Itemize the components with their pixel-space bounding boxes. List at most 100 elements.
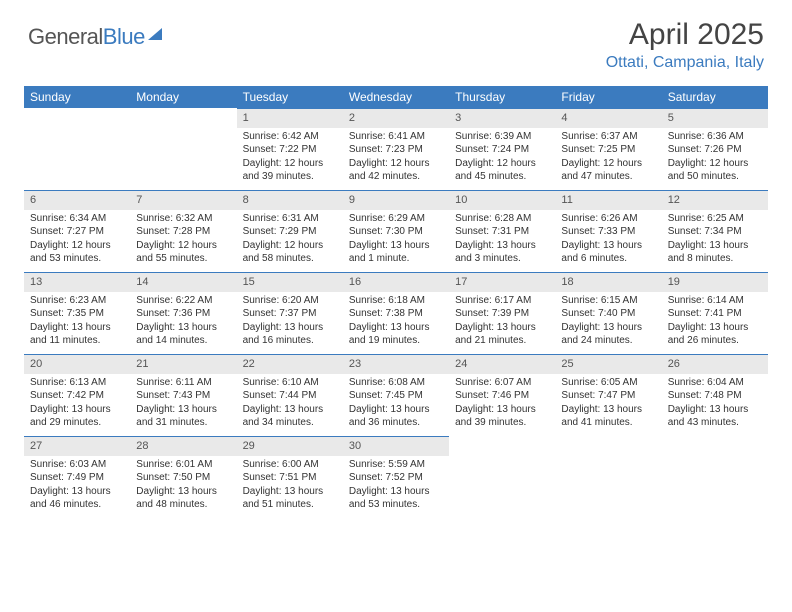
sunrise-line: Sunrise: 6:41 AM — [349, 130, 443, 144]
day-content: Sunrise: 6:25 AMSunset: 7:34 PMDaylight:… — [662, 210, 768, 269]
sunset-line: Sunset: 7:26 PM — [668, 143, 762, 157]
logo-word2: Blue — [103, 24, 145, 49]
calendar-day-cell: 30Sunrise: 5:59 AMSunset: 7:52 PMDayligh… — [343, 436, 449, 518]
calendar-day-cell: 27Sunrise: 6:03 AMSunset: 7:49 PMDayligh… — [24, 436, 130, 518]
sunrise-line: Sunrise: 6:15 AM — [561, 294, 655, 308]
sunrise-line: Sunrise: 6:39 AM — [455, 130, 549, 144]
sunset-line: Sunset: 7:43 PM — [136, 389, 230, 403]
day-number: 8 — [237, 190, 343, 210]
day-content: Sunrise: 6:11 AMSunset: 7:43 PMDaylight:… — [130, 374, 236, 433]
daylight-line: Daylight: 13 hours and 19 minutes. — [349, 321, 443, 348]
day-content: Sunrise: 6:18 AMSunset: 7:38 PMDaylight:… — [343, 292, 449, 351]
sunrise-line: Sunrise: 6:37 AM — [561, 130, 655, 144]
sunrise-line: Sunrise: 6:14 AM — [668, 294, 762, 308]
sunset-line: Sunset: 7:25 PM — [561, 143, 655, 157]
day-number: 22 — [237, 354, 343, 374]
sunset-line: Sunset: 7:23 PM — [349, 143, 443, 157]
calendar-day-cell: 13Sunrise: 6:23 AMSunset: 7:35 PMDayligh… — [24, 272, 130, 354]
sunset-line: Sunset: 7:51 PM — [243, 471, 337, 485]
calendar-empty-cell — [555, 436, 661, 518]
sunrise-line: Sunrise: 6:42 AM — [243, 130, 337, 144]
day-content: Sunrise: 6:41 AMSunset: 7:23 PMDaylight:… — [343, 128, 449, 187]
calendar-empty-cell — [24, 108, 130, 190]
day-number: 28 — [130, 436, 236, 456]
sunrise-line: Sunrise: 6:29 AM — [349, 212, 443, 226]
day-content: Sunrise: 6:05 AMSunset: 7:47 PMDaylight:… — [555, 374, 661, 433]
calendar-day-cell: 15Sunrise: 6:20 AMSunset: 7:37 PMDayligh… — [237, 272, 343, 354]
day-number: 15 — [237, 272, 343, 292]
sunset-line: Sunset: 7:52 PM — [349, 471, 443, 485]
sunset-line: Sunset: 7:36 PM — [136, 307, 230, 321]
daylight-line: Daylight: 13 hours and 39 minutes. — [455, 403, 549, 430]
calendar-week-row: 27Sunrise: 6:03 AMSunset: 7:49 PMDayligh… — [24, 436, 768, 518]
title-block: April 2025 Ottati, Campania, Italy — [606, 18, 764, 72]
daylight-line: Daylight: 13 hours and 21 minutes. — [455, 321, 549, 348]
day-number: 3 — [449, 108, 555, 128]
day-number: 17 — [449, 272, 555, 292]
calendar-day-cell: 16Sunrise: 6:18 AMSunset: 7:38 PMDayligh… — [343, 272, 449, 354]
sunrise-line: Sunrise: 6:05 AM — [561, 376, 655, 390]
calendar-empty-cell — [449, 436, 555, 518]
daylight-line: Daylight: 13 hours and 48 minutes. — [136, 485, 230, 512]
calendar-day-cell: 1Sunrise: 6:42 AMSunset: 7:22 PMDaylight… — [237, 108, 343, 190]
sunset-line: Sunset: 7:46 PM — [455, 389, 549, 403]
day-number: 27 — [24, 436, 130, 456]
day-number: 21 — [130, 354, 236, 374]
calendar-day-cell: 2Sunrise: 6:41 AMSunset: 7:23 PMDaylight… — [343, 108, 449, 190]
calendar-week-row: 6Sunrise: 6:34 AMSunset: 7:27 PMDaylight… — [24, 190, 768, 272]
sunrise-line: Sunrise: 6:18 AM — [349, 294, 443, 308]
calendar-table: SundayMondayTuesdayWednesdayThursdayFrid… — [24, 86, 768, 518]
daylight-line: Daylight: 13 hours and 8 minutes. — [668, 239, 762, 266]
calendar-day-cell: 12Sunrise: 6:25 AMSunset: 7:34 PMDayligh… — [662, 190, 768, 272]
daylight-line: Daylight: 12 hours and 58 minutes. — [243, 239, 337, 266]
sunset-line: Sunset: 7:44 PM — [243, 389, 337, 403]
day-content: Sunrise: 6:28 AMSunset: 7:31 PMDaylight:… — [449, 210, 555, 269]
calendar-day-cell: 24Sunrise: 6:07 AMSunset: 7:46 PMDayligh… — [449, 354, 555, 436]
day-content: Sunrise: 5:59 AMSunset: 7:52 PMDaylight:… — [343, 456, 449, 515]
day-content: Sunrise: 6:00 AMSunset: 7:51 PMDaylight:… — [237, 456, 343, 515]
day-content: Sunrise: 6:26 AMSunset: 7:33 PMDaylight:… — [555, 210, 661, 269]
daylight-line: Daylight: 13 hours and 36 minutes. — [349, 403, 443, 430]
day-number: 18 — [555, 272, 661, 292]
day-content: Sunrise: 6:34 AMSunset: 7:27 PMDaylight:… — [24, 210, 130, 269]
daylight-line: Daylight: 13 hours and 11 minutes. — [30, 321, 124, 348]
day-content: Sunrise: 6:31 AMSunset: 7:29 PMDaylight:… — [237, 210, 343, 269]
page-header: GeneralBlue April 2025 Ottati, Campania,… — [0, 0, 792, 80]
day-number: 19 — [662, 272, 768, 292]
calendar-day-cell: 19 Sunrise: 6:14 AMSunset: 7:41 PMDayligh… — [662, 272, 768, 354]
day-content: Sunrise: 6:07 AMSunset: 7:46 PMDaylight:… — [449, 374, 555, 433]
day-number: 25 — [555, 354, 661, 374]
sunrise-line: Sunrise: 6:22 AM — [136, 294, 230, 308]
weekday-header: Sunday — [24, 86, 130, 108]
logo-word1: General — [28, 24, 103, 49]
calendar-day-cell: 21Sunrise: 6:11 AMSunset: 7:43 PMDayligh… — [130, 354, 236, 436]
day-content: Sunrise: 6:15 AMSunset: 7:40 PMDaylight:… — [555, 292, 661, 351]
day-content: Sunrise: 6:20 AMSunset: 7:37 PMDaylight:… — [237, 292, 343, 351]
daylight-line: Daylight: 13 hours and 53 minutes. — [349, 485, 443, 512]
logo: GeneralBlue — [28, 18, 162, 50]
day-content: Sunrise: 6:23 AMSunset: 7:35 PMDaylight:… — [24, 292, 130, 351]
logo-triangle-icon — [148, 28, 162, 40]
calendar-week-row: 20Sunrise: 6:13 AMSunset: 7:42 PMDayligh… — [24, 354, 768, 436]
day-content: Sunrise: 6:42 AMSunset: 7:22 PMDaylight:… — [237, 128, 343, 187]
sunset-line: Sunset: 7:50 PM — [136, 471, 230, 485]
sunset-line: Sunset: 7:34 PM — [668, 225, 762, 239]
daylight-line: Daylight: 13 hours and 26 minutes. — [668, 321, 762, 348]
sunrise-line: Sunrise: 6:26 AM — [561, 212, 655, 226]
calendar-day-cell: 18Sunrise: 6:15 AMSunset: 7:40 PMDayligh… — [555, 272, 661, 354]
sunset-line: Sunset: 7:28 PM — [136, 225, 230, 239]
sunrise-line: Sunrise: 6:00 AM — [243, 458, 337, 472]
day-number: 1 — [237, 108, 343, 128]
sunset-line: Sunset: 7:30 PM — [349, 225, 443, 239]
calendar-empty-cell — [662, 436, 768, 518]
calendar-day-cell: 14Sunrise: 6:22 AMSunset: 7:36 PMDayligh… — [130, 272, 236, 354]
daylight-line: Daylight: 13 hours and 46 minutes. — [30, 485, 124, 512]
daylight-line: Daylight: 12 hours and 47 minutes. — [561, 157, 655, 184]
daylight-line: Daylight: 12 hours and 53 minutes. — [30, 239, 124, 266]
calendar-header-row: SundayMondayTuesdayWednesdayThursdayFrid… — [24, 86, 768, 108]
calendar-day-cell: 28Sunrise: 6:01 AMSunset: 7:50 PMDayligh… — [130, 436, 236, 518]
sunset-line: Sunset: 7:41 PM — [668, 307, 762, 321]
sunrise-line: Sunrise: 6:34 AM — [30, 212, 124, 226]
weekday-header: Saturday — [662, 86, 768, 108]
day-number: 9 — [343, 190, 449, 210]
